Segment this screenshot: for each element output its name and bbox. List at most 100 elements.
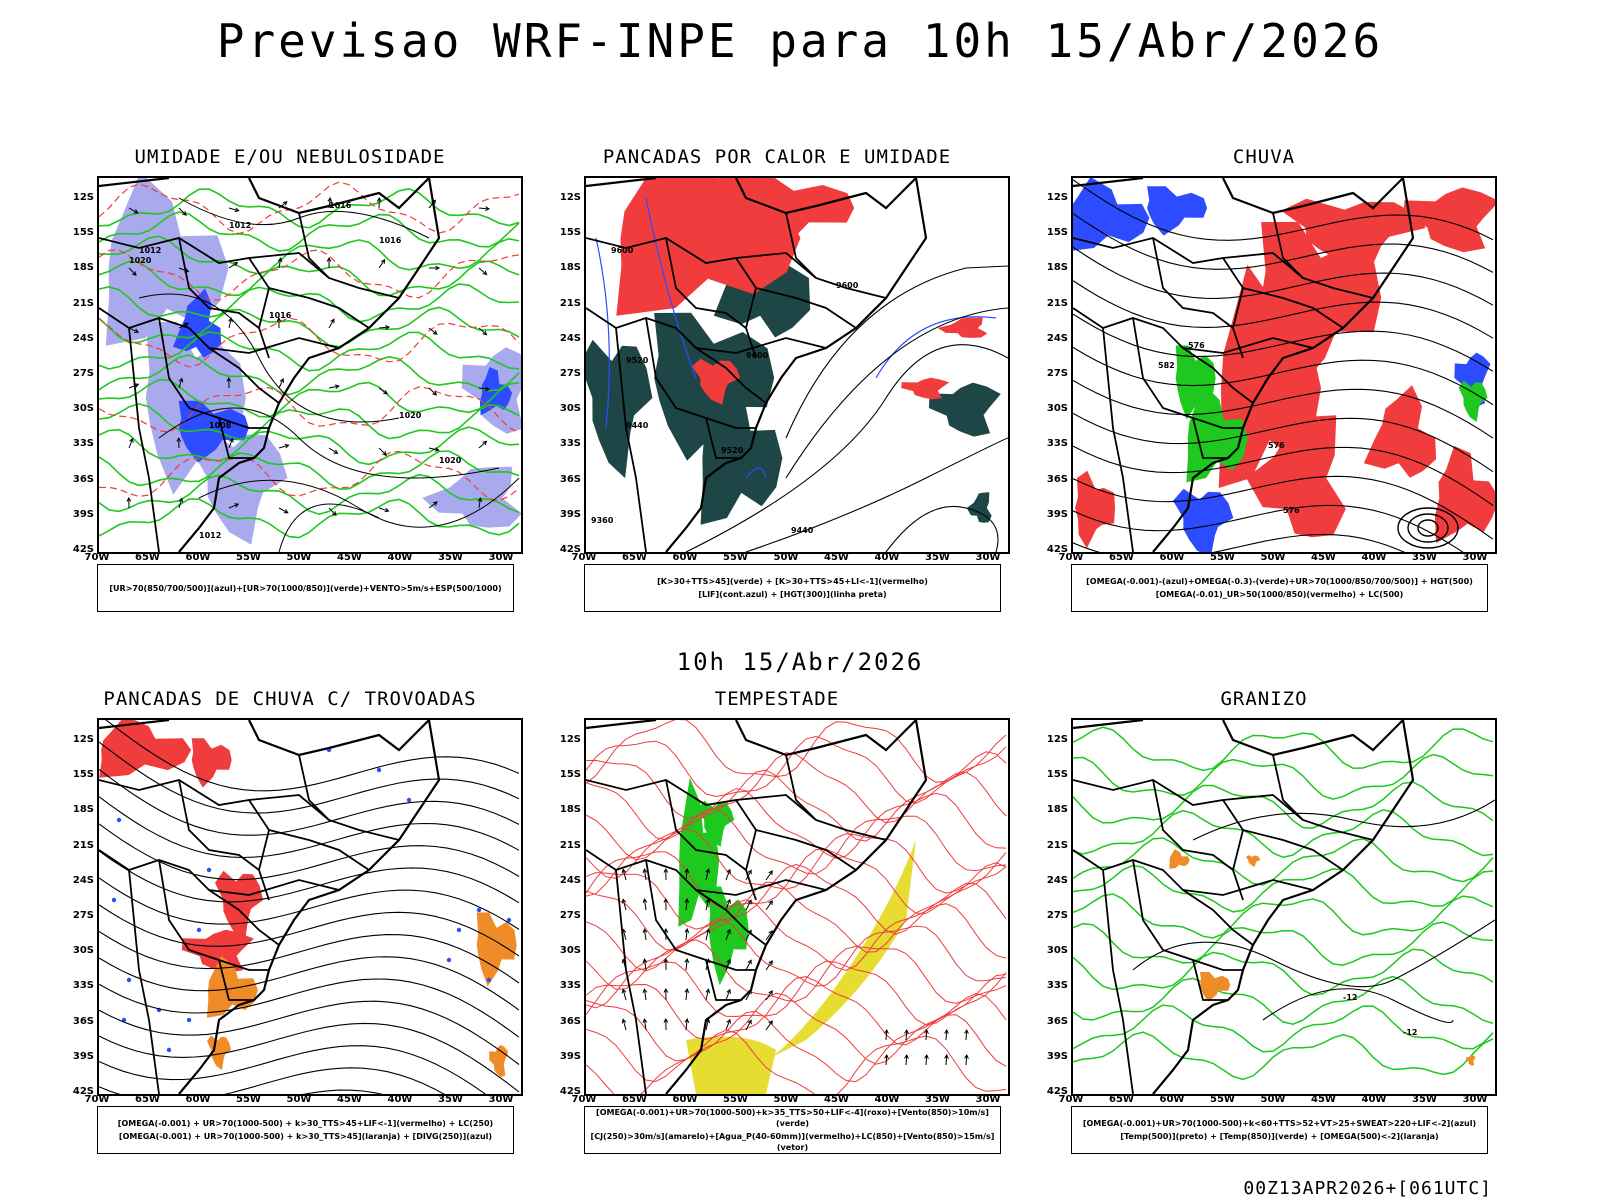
temp500-black-contour bbox=[1132, 919, 1495, 988]
wind-vector bbox=[621, 988, 627, 1001]
legend-line: [OMEGA(-0.01)_UR>50(1000/850)(vermelho) … bbox=[1155, 590, 1404, 599]
height-500-contour bbox=[1073, 504, 1464, 552]
wind-vector bbox=[663, 927, 669, 941]
humidity-green-contour bbox=[99, 426, 520, 466]
temp-label: -12 bbox=[1343, 993, 1357, 1002]
humidity-green-contour bbox=[99, 450, 520, 490]
border-line bbox=[1222, 252, 1304, 279]
latitude-tick-label: 18S bbox=[72, 262, 94, 274]
divergence-blue-dot bbox=[206, 867, 212, 873]
rain-red-area bbox=[1363, 385, 1437, 478]
lif-blue-contour bbox=[745, 467, 767, 479]
latitude-tick-label: 21S bbox=[72, 839, 94, 851]
thunder-orange-area bbox=[476, 912, 517, 987]
water-red-contour bbox=[586, 899, 1007, 972]
height-label: 9440 bbox=[626, 421, 649, 430]
thickness-red-contour bbox=[99, 249, 520, 301]
longitude-tick-label: 55W bbox=[1210, 552, 1235, 563]
border-line bbox=[665, 237, 747, 329]
rain-red-area bbox=[1403, 187, 1495, 253]
longitude-tick-label: 70W bbox=[84, 1094, 110, 1105]
streamline-250 bbox=[99, 1067, 445, 1094]
panel-title: PANCADAS POR CALOR E UMIDADE bbox=[602, 146, 952, 168]
divergence-blue-dot bbox=[126, 977, 132, 983]
border-line bbox=[218, 959, 254, 1001]
wind-vector bbox=[621, 1018, 627, 1031]
temp850-green-contour bbox=[1073, 837, 1494, 886]
border-line bbox=[99, 307, 280, 404]
panel-legend: [K>30+TTS>45](verde) + [K>30+TTS>45+LI<-… bbox=[584, 564, 1001, 612]
water-red-contour bbox=[586, 960, 1007, 1026]
border-line bbox=[645, 859, 756, 971]
pressure-black-contour bbox=[178, 197, 430, 239]
border-line bbox=[1242, 829, 1344, 871]
divergence-blue-dot bbox=[486, 977, 492, 983]
latitude-tick-label: 18S bbox=[72, 804, 94, 816]
longitude-tick-label: 60W bbox=[185, 1094, 211, 1105]
isobar-label: 1012 bbox=[199, 531, 221, 540]
height-label: 582 bbox=[1158, 361, 1175, 370]
longitude-tick-label: 50W bbox=[773, 1094, 799, 1105]
rain-red-area bbox=[1281, 198, 1426, 269]
latitude-tick-label: 24S bbox=[1046, 332, 1068, 344]
height-label: 9600 bbox=[611, 246, 634, 255]
legend-line: [LIF](cont.azul) + [HGT(300)](linha pret… bbox=[698, 590, 887, 599]
latitude-tick-label: 42S bbox=[559, 1086, 581, 1097]
latitude-tick-label: 24S bbox=[1046, 874, 1068, 886]
rain-green-area bbox=[1458, 380, 1488, 422]
border-line bbox=[1152, 237, 1234, 329]
latitude-tick-label: 36S bbox=[72, 473, 94, 485]
border-line bbox=[218, 417, 254, 459]
temp850-green-contour bbox=[1073, 1004, 1494, 1053]
latitude-tick-label: 15S bbox=[1046, 227, 1068, 239]
pressure-black-contour bbox=[198, 477, 520, 528]
height-black-contour bbox=[785, 307, 1008, 479]
longitude-tick-label: 35W bbox=[438, 552, 463, 563]
latitude-tick-label: 18S bbox=[559, 262, 581, 274]
wind-vector bbox=[642, 898, 648, 911]
panel-legend: [UR>70(850/700/500)](azul)+[UR>70(1000/8… bbox=[97, 564, 514, 612]
longitude-tick-label: 35W bbox=[1412, 552, 1437, 563]
water-red-contour bbox=[586, 919, 1007, 990]
wind-arrow bbox=[178, 207, 187, 216]
wind-vector bbox=[663, 957, 669, 971]
thickness-red-contour bbox=[99, 317, 520, 368]
legend-line: [OMEGA(-0.001) + UR>70(1000-500) + k>30_… bbox=[118, 1132, 493, 1141]
temp850-green-contour bbox=[1073, 781, 1494, 829]
wind-vector bbox=[725, 928, 731, 941]
wind-arrow bbox=[478, 327, 488, 336]
longitude-tick-label: 70W bbox=[1058, 552, 1084, 563]
valid-date-label: 10h 15/Abr/2026 bbox=[676, 648, 924, 676]
latitude-tick-label: 12S bbox=[559, 734, 581, 745]
water-red-contour bbox=[586, 769, 1007, 842]
border-line bbox=[586, 779, 757, 901]
longitude-tick-label: 35W bbox=[1412, 1094, 1437, 1105]
wind-vector bbox=[642, 1018, 648, 1031]
rain-red-area bbox=[1434, 445, 1495, 543]
wind-vector bbox=[642, 988, 648, 1001]
longitude-tick-label: 35W bbox=[925, 552, 950, 563]
forecast-map: 1012 1016 1020 1008 1012 1016 1020 1016 1020 1012 bbox=[97, 176, 523, 554]
thunder-red-area bbox=[215, 870, 264, 941]
humidity-green-contour bbox=[99, 498, 520, 539]
latitude-tick-label: 30S bbox=[559, 403, 581, 415]
longitude-tick-label: 55W bbox=[723, 1094, 748, 1105]
instability-red-area bbox=[698, 178, 785, 263]
longitude-tick-label: 40W bbox=[387, 1094, 413, 1105]
latitude-tick-label: 33S bbox=[1046, 438, 1068, 450]
height-label: 9360 bbox=[591, 516, 614, 525]
wind-vector bbox=[765, 990, 773, 1001]
instability-teal-area bbox=[586, 339, 653, 479]
wind-vector bbox=[684, 928, 690, 941]
instability-red-area bbox=[901, 377, 950, 400]
forecast-map bbox=[584, 718, 1010, 1096]
longitude-tick-label: 35W bbox=[438, 1094, 463, 1105]
border-line bbox=[1222, 794, 1304, 821]
longitude-tick-label: 55W bbox=[236, 1094, 261, 1105]
border-line bbox=[586, 237, 757, 359]
latitude-tick-label: 39S bbox=[72, 508, 94, 520]
humidity-green-contour bbox=[99, 306, 520, 348]
wind-vector bbox=[745, 869, 752, 881]
divergence-blue-dot bbox=[196, 927, 202, 933]
water-red-contour bbox=[586, 1010, 1007, 1083]
